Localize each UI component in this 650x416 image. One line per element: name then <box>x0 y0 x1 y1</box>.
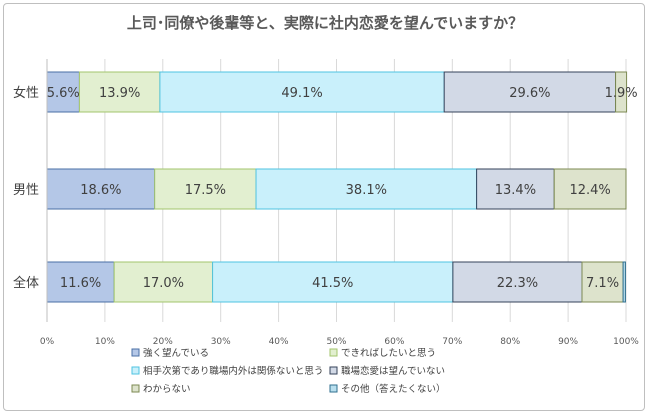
bar-segment <box>553 168 627 210</box>
x-tick-label: 60% <box>384 337 404 347</box>
legend-swatch <box>329 384 338 393</box>
data-label: 11.6% <box>60 276 101 291</box>
data-label: 7.1% <box>586 276 619 291</box>
x-tick-label: 50% <box>326 337 346 347</box>
data-label: 38.1% <box>346 183 387 198</box>
legend-swatch <box>131 366 140 375</box>
bar-segment <box>46 261 115 303</box>
data-label: 13.4% <box>495 183 536 198</box>
legend-label: 相手次第であり職場内外は関係ないと思う <box>143 365 323 377</box>
data-label: 49.1% <box>281 86 322 101</box>
bar-segment <box>46 71 80 113</box>
data-label: 12.4% <box>569 183 610 198</box>
chart-canvas: 上司･同僚や後輩等と、実際に社内恋愛を望んでいますか？ 5.6% 13.9% 49.… <box>13 14 639 395</box>
x-tick-label: 40% <box>269 337 289 347</box>
data-label: 41.5% <box>312 276 353 291</box>
category-label: 全体 <box>13 275 39 291</box>
data-label: 18.6% <box>80 183 121 198</box>
data-label: 17.5% <box>185 183 226 198</box>
x-tick-label: 10% <box>95 337 115 347</box>
bar-segment <box>255 168 478 210</box>
bar-segment <box>615 71 628 113</box>
bar-segment <box>212 261 454 303</box>
x-tick-label: 0% <box>40 337 55 347</box>
legend-label: 強く望んでいる <box>143 347 209 359</box>
data-label: 13.9% <box>99 86 140 101</box>
x-tick-label: 90% <box>558 337 578 347</box>
data-label: 29.6% <box>509 86 550 101</box>
data-label: 1.9% <box>605 86 638 101</box>
x-tick-label: 30% <box>211 337 231 347</box>
category-label: 女性 <box>13 85 39 101</box>
legend-swatch <box>131 384 140 393</box>
chart-frame: 上司･同僚や後輩等と、実際に社内恋愛を望んでいますか？ 5.6% 13.9% 49.… <box>3 3 645 411</box>
legend-swatch <box>131 348 140 357</box>
data-label: 5.6% <box>47 86 80 101</box>
data-label: 17.0% <box>143 276 184 291</box>
x-tick-label: 70% <box>442 337 462 347</box>
legend-label: わからない <box>143 384 191 395</box>
chart-title: 上司･同僚や後輩等と、実際に社内恋愛を望んでいますか？ <box>127 14 523 32</box>
legend-swatch <box>329 366 338 375</box>
legend-label: 職場恋愛は望んでいない <box>341 365 445 377</box>
x-tick-label: 100% <box>613 337 639 347</box>
bars: 5.6% 13.9% 49.1% 29.6% 1.9% 18.6% 17.5% 38.1% 13… <box>46 71 638 303</box>
legend-label: できればしたいと思う <box>341 348 436 359</box>
bar-segment <box>78 71 161 113</box>
x-tick-label: 80% <box>500 337 520 347</box>
bar-segment <box>113 261 214 303</box>
bar-segment <box>622 261 626 303</box>
category-label: 男性 <box>13 183 39 198</box>
legend-swatch <box>329 348 338 357</box>
bar-segment <box>443 71 617 113</box>
legend-label: その他（答えたくない） <box>341 383 446 395</box>
bar-segment <box>476 168 555 210</box>
data-label: 22.3% <box>497 276 538 291</box>
x-tick-label: 20% <box>153 337 173 347</box>
